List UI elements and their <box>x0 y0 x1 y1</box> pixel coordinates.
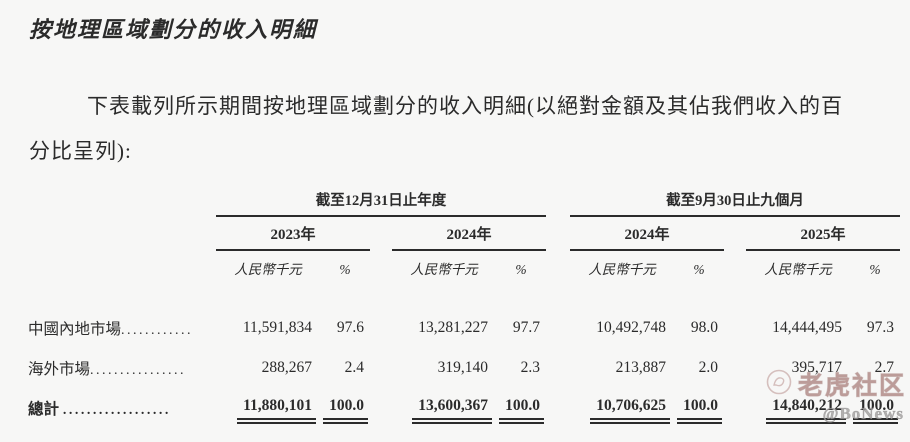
table-row-total: 總計 .................. 11,880,101 100.0 1… <box>28 388 900 428</box>
year-header-2023: 2023年 <box>216 216 370 251</box>
row-label: 海外市場 <box>28 361 91 378</box>
spacer-row <box>28 282 900 308</box>
cell-value: 2.3 <box>520 359 541 376</box>
unit-label-rmb: 人民幣千元 <box>410 262 478 277</box>
total-value: 100.0 <box>677 397 723 424</box>
cell-value: 14,444,495 <box>772 319 843 336</box>
cell-value: 2.7 <box>874 359 895 376</box>
period-group-header-row: 截至12月31日止年度 截至9月30日止九個月 <box>28 183 901 217</box>
total-value: 100.0 <box>323 397 368 424</box>
row-label: 總計 <box>28 401 63 418</box>
cell-value: 213,887 <box>615 359 667 376</box>
total-value: 10,706,625 <box>590 397 671 424</box>
unit-label-pct: % <box>339 262 351 277</box>
year-header-2025-9m: 2025年 <box>746 216 901 251</box>
group-header-nine-months-sep30: 截至9月30日止九個月 <box>570 183 901 217</box>
dot-leader: .................. <box>62 403 171 418</box>
total-value: 14,840,212 <box>766 397 847 424</box>
total-value: 100.0 <box>499 397 545 424</box>
group-header-year-ended-dec31: 截至12月31日止年度 <box>216 183 547 217</box>
cell-value: 13,281,227 <box>418 319 488 336</box>
unit-label-pct: % <box>693 262 705 277</box>
units-header-row: 人民幣千元 % 人民幣千元 % 人民幣千元 % 人民幣千元 % <box>28 250 900 282</box>
table-row-mainland-china: 中國內地市場............ 11,591,834 97.6 13,28… <box>28 308 900 348</box>
cell-value: 97.3 <box>866 319 895 336</box>
year-header-row: 2023年 2024年 2024年 2025年 <box>28 216 901 251</box>
revenue-by-region-table: 截至12月31日止年度 截至9月30日止九個月 2023年 2024年 2024… <box>28 183 901 428</box>
year-header-2024: 2024年 <box>392 216 547 251</box>
total-value: 11,880,101 <box>237 397 316 424</box>
year-header-2024-9m: 2024年 <box>570 216 725 251</box>
row-label: 中國內地市場 <box>28 321 122 338</box>
cell-value: 2.0 <box>698 359 719 376</box>
cell-value: 97.6 <box>336 319 364 336</box>
cell-value: 2.4 <box>344 359 364 376</box>
cell-value: 395,717 <box>791 359 843 376</box>
unit-label-rmb: 人民幣千元 <box>234 262 302 277</box>
intro-paragraph: 下表載列所示期間按地理區域劃分的收入明細(以絕對金額及其佔我們收入的百 分比呈列… <box>29 84 894 174</box>
page-title: 按地理區域劃分的收入明細 <box>29 17 318 42</box>
cell-value: 98.0 <box>690 319 719 336</box>
total-value: 13,600,367 <box>412 397 492 424</box>
dot-leader: ................ <box>90 363 187 378</box>
cell-value: 288,267 <box>261 359 312 376</box>
table-row-overseas: 海外市場................ 288,267 2.4 319,140… <box>28 348 900 388</box>
dot-leader: ............ <box>121 323 194 338</box>
unit-label-pct: % <box>869 262 881 277</box>
unit-label-rmb: 人民幣千元 <box>588 262 656 277</box>
unit-label-pct: % <box>515 262 527 277</box>
total-value: 100.0 <box>853 397 899 424</box>
cell-value: 97.7 <box>512 319 541 336</box>
cell-value: 319,140 <box>437 359 488 376</box>
intro-line-2: 分比呈列): <box>29 139 132 163</box>
intro-line-1: 下表載列所示期間按地理區域劃分的收入明細(以絕對金額及其佔我們收入的百 <box>87 94 843 118</box>
unit-label-rmb: 人民幣千元 <box>764 262 832 277</box>
cell-value: 10,492,748 <box>596 319 667 336</box>
cell-value: 11,591,834 <box>242 319 312 336</box>
